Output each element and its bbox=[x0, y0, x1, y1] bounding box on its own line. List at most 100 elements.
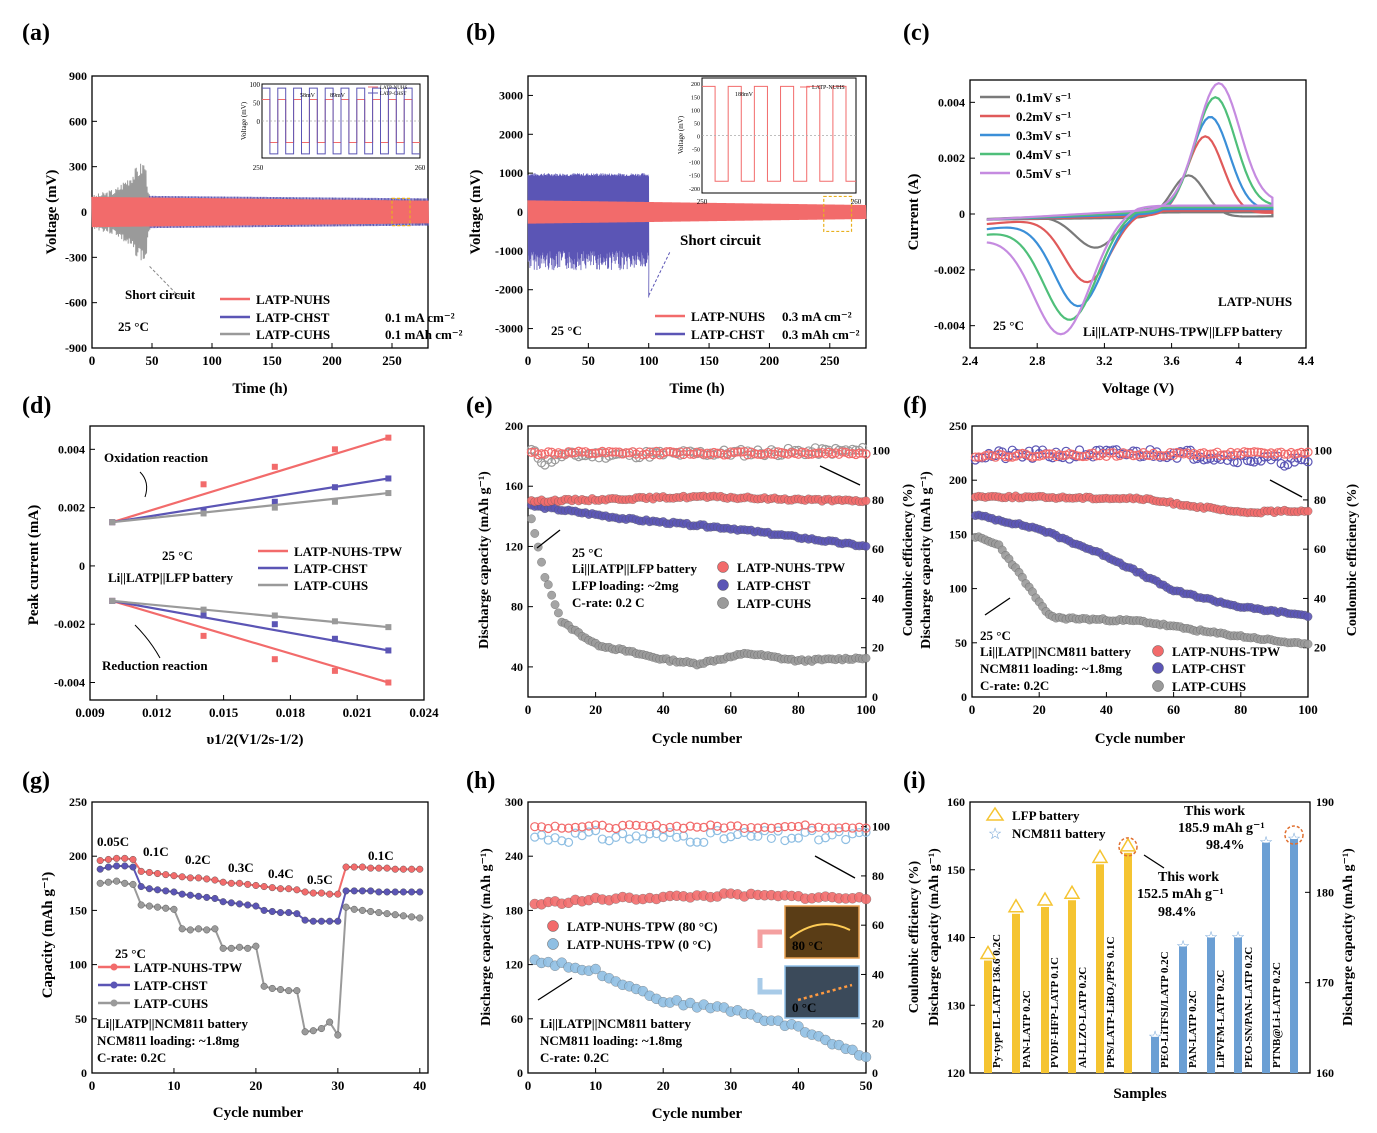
annotation: 25 °C bbox=[118, 319, 149, 334]
rate-point bbox=[96, 879, 104, 887]
x-tick-label: 4 bbox=[1236, 353, 1243, 368]
ce-point-latp-nuhs-tpw bbox=[1084, 449, 1095, 459]
annotation: 98.4% bbox=[1206, 838, 1245, 853]
y2-axis-label: Discharge capacity (mAh g⁻¹) bbox=[1341, 848, 1356, 1026]
rate-point bbox=[317, 1025, 325, 1033]
rate-point bbox=[383, 864, 391, 872]
rate-point bbox=[252, 902, 260, 910]
ce-point-0c bbox=[841, 834, 851, 845]
rate-point bbox=[145, 868, 153, 876]
y2-tick-label: 40 bbox=[872, 967, 884, 981]
ce-point-latp-nuhs-tpw bbox=[861, 449, 871, 459]
rate-label: 0.1C bbox=[368, 848, 394, 863]
y-tick-label: 150 bbox=[947, 863, 965, 877]
inset-annotation: 188mV bbox=[735, 92, 754, 98]
legend-label: LATP-CHST bbox=[691, 327, 765, 342]
annotation: 25 °C bbox=[993, 318, 1024, 333]
y2-axis-label: Coulombic efficiency (%) bbox=[1345, 483, 1360, 636]
y-tick-label: 0 bbox=[81, 1066, 87, 1080]
legend-label: LATP-NUHS-TPW bbox=[134, 960, 242, 975]
y-tick-label: 180 bbox=[505, 903, 523, 917]
ce-point-0c bbox=[793, 833, 804, 843]
data-point bbox=[331, 635, 338, 642]
ce-point-0c bbox=[800, 827, 810, 837]
annotation: Li||LATP-NUHS-TPW||LFP battery bbox=[1083, 324, 1283, 339]
bar-ncm811 bbox=[1179, 946, 1187, 1073]
ce-point-latp-nuhs-tpw bbox=[607, 447, 618, 457]
ce-point-80c bbox=[854, 822, 864, 832]
annotation: This work bbox=[1184, 804, 1245, 819]
ce-point-latp-nuhs-tpw bbox=[1252, 447, 1263, 457]
ce-point-80c bbox=[624, 820, 635, 830]
ce-point-latp-nuhs-tpw bbox=[604, 447, 614, 457]
legend-marker bbox=[547, 920, 559, 932]
x-tick-label: 2.4 bbox=[962, 353, 979, 368]
rate-point bbox=[334, 1031, 342, 1039]
y2-tick-label: 180 bbox=[1316, 885, 1334, 899]
data-point bbox=[271, 612, 278, 619]
rate-point bbox=[227, 899, 235, 907]
y-tick-label: 900 bbox=[69, 69, 87, 83]
ce-point-80c bbox=[793, 821, 804, 832]
rate-label: 0.05C bbox=[97, 834, 129, 849]
y-tick-label: 0 bbox=[79, 559, 85, 573]
rate-point bbox=[186, 874, 194, 882]
rate-point bbox=[416, 914, 424, 922]
legend-extra: 0.1 mAh cm⁻² bbox=[385, 327, 463, 342]
ce-point-latp-nuhs-tpw bbox=[1058, 450, 1068, 461]
ce-point-latp-nuhs-tpw bbox=[729, 448, 739, 458]
ce-point-latp-nuhs-tpw bbox=[712, 448, 722, 458]
ce-point-latp-nuhs-tpw bbox=[1249, 447, 1259, 457]
cv-curve bbox=[986, 174, 1274, 249]
y-tick-label: 120 bbox=[947, 1066, 965, 1080]
legend-label: LATP-NUHS-TPW bbox=[1172, 644, 1280, 659]
data-point bbox=[385, 490, 392, 497]
y-tick-label: -0.004 bbox=[54, 676, 85, 690]
data-point bbox=[200, 606, 207, 613]
legend-label: LATP-CHST bbox=[256, 310, 330, 325]
annotation: 25 °C bbox=[551, 323, 582, 338]
bar-ncm811 bbox=[1290, 839, 1298, 1073]
ce-point-80c bbox=[604, 823, 614, 833]
ce-point-latp-nuhs-tpw bbox=[756, 449, 766, 460]
arrow bbox=[139, 471, 148, 498]
y-axis-label: Discharge capacity (mAh g⁻¹) bbox=[919, 471, 934, 649]
ce-point-80c bbox=[550, 821, 560, 831]
rate-point bbox=[154, 870, 162, 878]
y-axis-label: Discharge capacity (mAh g⁻¹) bbox=[479, 848, 494, 1026]
legend-extra: 0.1 mA cm⁻² bbox=[385, 310, 455, 325]
ce-point-latp-nuhs-tpw bbox=[810, 448, 820, 458]
y2-tick-label: 40 bbox=[872, 591, 884, 605]
inset-tick: 150 bbox=[691, 95, 700, 101]
ce-point-80c bbox=[759, 822, 770, 832]
y-tick-label: 250 bbox=[69, 795, 87, 809]
ce-point-80c bbox=[726, 821, 736, 831]
y-tick-label: -900 bbox=[65, 341, 87, 355]
rate-label: 0.4C bbox=[268, 866, 294, 881]
rate-point bbox=[252, 942, 260, 950]
capacity-point-latp-cuhs bbox=[554, 608, 563, 618]
arrow bbox=[984, 597, 1011, 616]
category-label: PAN-LATP 0.2C bbox=[1187, 990, 1199, 1068]
rate-point bbox=[154, 886, 162, 894]
rate-point bbox=[293, 987, 301, 995]
y-axis-label: Capacity (mAh g⁻¹) bbox=[40, 872, 56, 999]
rate-label: 0.5C bbox=[307, 872, 333, 887]
legend-label: LATP-CUHS bbox=[737, 596, 811, 611]
x-tick-label: 250 bbox=[820, 353, 840, 368]
rate-point bbox=[416, 865, 424, 873]
ce-point-latp-nuhs-tpw bbox=[980, 451, 991, 461]
ce-point-0c bbox=[563, 837, 574, 847]
y-tick-label: -2000 bbox=[495, 283, 523, 297]
rate-point bbox=[244, 880, 252, 888]
inset-tick: 100 bbox=[250, 81, 261, 89]
ce-point-latp-nuhs-tpw bbox=[837, 447, 847, 457]
data-point bbox=[331, 498, 338, 505]
ce-point-80c bbox=[814, 822, 824, 832]
x-tick-label: 50 bbox=[146, 353, 159, 368]
y2-tick-label: 40 bbox=[1314, 591, 1326, 605]
x-axis-label: Cycle number bbox=[213, 1105, 304, 1121]
rate-point bbox=[162, 904, 170, 912]
capacity-point-0c bbox=[847, 1044, 858, 1056]
ce-point-80c bbox=[543, 823, 553, 834]
